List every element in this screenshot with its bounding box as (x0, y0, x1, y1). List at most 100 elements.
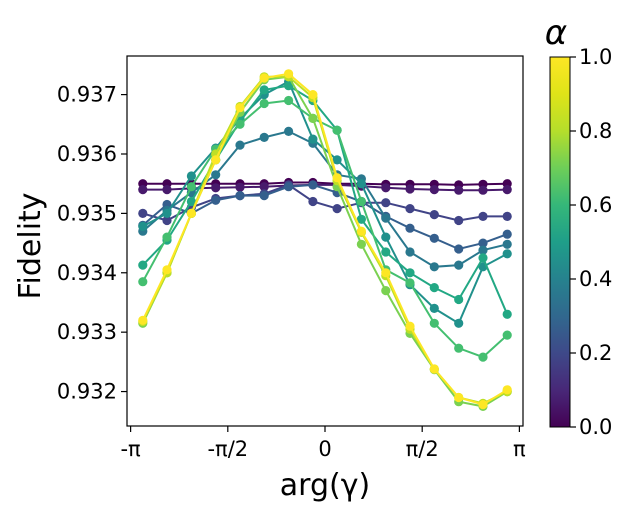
data-point (502, 249, 512, 259)
y-tick-label: 0.934 (57, 261, 117, 285)
data-point (259, 98, 269, 109)
data-point (405, 268, 415, 278)
data-point (454, 392, 464, 403)
data-point (429, 210, 439, 220)
data-point (259, 182, 269, 192)
data-point (356, 214, 366, 224)
data-point (162, 265, 172, 275)
x-tick-label: -π/2 (207, 437, 248, 461)
data-point (429, 262, 439, 272)
data-point (454, 215, 464, 226)
data-point (405, 321, 415, 331)
x-axis-title: arg(γ) (280, 468, 370, 503)
y-tick-label: 0.932 (57, 380, 117, 404)
data-point (478, 211, 488, 221)
data-point (259, 73, 269, 83)
data-point (405, 278, 415, 288)
data-point (138, 260, 148, 270)
colorbar-axis: 0.0 0.2 0.4 0.6 0.8 1.0 (570, 45, 612, 439)
data-point (454, 244, 464, 254)
series-9 (138, 72, 512, 408)
data-point (381, 198, 391, 208)
series-line (141, 99, 508, 359)
data-point (235, 119, 245, 129)
data-point (381, 232, 391, 242)
data-point (284, 95, 294, 106)
y-tick-label: 0.937 (57, 83, 117, 107)
data-point (502, 330, 512, 340)
plot-frame (126, 55, 524, 427)
data-point (308, 196, 318, 207)
data-point (478, 245, 488, 255)
x-axis: -π -π/2 0 π/2 π (120, 426, 526, 461)
data-point (186, 171, 196, 181)
data-point (308, 134, 318, 144)
series-layer (138, 69, 512, 411)
data-point (211, 183, 221, 193)
y-axis: 0.932 0.933 0.934 0.935 0.936 0.937 (57, 83, 127, 404)
data-point (308, 113, 318, 123)
data-point (502, 211, 512, 221)
data-point (138, 185, 148, 195)
data-point (259, 85, 269, 95)
data-point (284, 81, 294, 91)
data-point (308, 180, 318, 190)
data-point (138, 277, 148, 287)
data-point (405, 223, 415, 233)
data-point (405, 247, 415, 257)
data-point (138, 208, 148, 218)
data-point (284, 182, 294, 192)
data-point (502, 229, 512, 239)
data-point (381, 247, 391, 257)
data-point (235, 182, 245, 192)
data-point (332, 125, 342, 135)
data-point (502, 185, 512, 195)
data-point (356, 239, 366, 249)
data-point (186, 196, 196, 207)
data-point (308, 90, 318, 100)
data-point (356, 226, 366, 236)
data-point (211, 170, 221, 180)
data-point (162, 215, 172, 226)
data-point (186, 182, 196, 192)
data-point (502, 239, 512, 249)
data-point (405, 204, 415, 214)
series-line (141, 72, 508, 406)
series-6 (138, 81, 512, 319)
data-point (478, 253, 488, 263)
x-tick-label: -π (120, 437, 141, 461)
x-tick-label: 0 (318, 437, 331, 461)
series-8 (138, 72, 512, 411)
data-point (138, 221, 148, 231)
data-point (235, 103, 245, 113)
data-point (454, 318, 464, 328)
series-line (142, 183, 508, 222)
colorbar-gradient (549, 56, 571, 428)
data-point (332, 173, 342, 183)
data-point (502, 309, 512, 319)
data-point (454, 294, 464, 305)
data-point (478, 352, 488, 362)
data-point (235, 140, 245, 150)
data-point (454, 343, 464, 353)
data-point (211, 155, 221, 165)
data-point (284, 126, 294, 136)
colorbar-tick-label: 0.4 (579, 267, 612, 291)
series-line (142, 84, 509, 315)
series-line (141, 75, 508, 408)
series-10 (138, 69, 512, 410)
data-point (429, 283, 439, 293)
data-point (454, 260, 464, 270)
colorbar-tick-label: 0.8 (579, 119, 612, 143)
colorbar-tick-label: 0.2 (579, 341, 612, 365)
x-tick-label: π/2 (406, 437, 439, 461)
data-point (138, 315, 148, 325)
data-point (162, 208, 172, 218)
data-point (259, 132, 269, 142)
colorbar-tick-label: 1.0 (579, 45, 612, 69)
data-point (429, 364, 439, 374)
data-point (381, 286, 391, 296)
y-tick-label: 0.936 (57, 142, 117, 166)
data-point (478, 238, 488, 248)
